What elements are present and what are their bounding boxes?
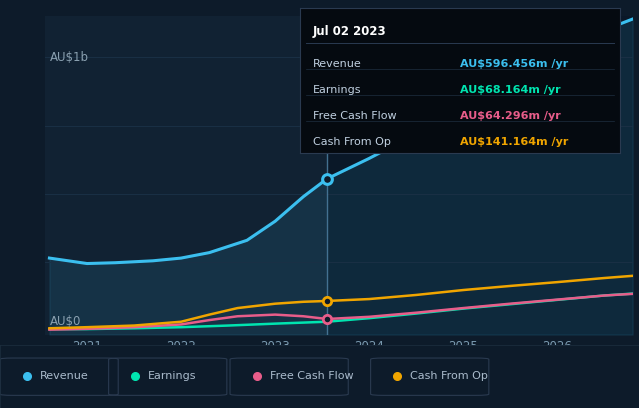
- Text: AU$596.456m /yr: AU$596.456m /yr: [460, 59, 568, 69]
- Text: Cash From Op: Cash From Op: [313, 137, 390, 147]
- Text: Analysts Forecasts: Analysts Forecasts: [336, 48, 446, 61]
- Text: Earnings: Earnings: [313, 85, 361, 95]
- Text: Free Cash Flow: Free Cash Flow: [313, 111, 396, 121]
- Text: AU$0: AU$0: [49, 315, 81, 328]
- Text: Jul 02 2023: Jul 02 2023: [313, 25, 387, 38]
- Text: AU$68.164m /yr: AU$68.164m /yr: [460, 85, 560, 95]
- Text: Revenue: Revenue: [40, 371, 88, 381]
- Text: Past: Past: [298, 48, 323, 61]
- Bar: [45, 16, 327, 335]
- Text: Earnings: Earnings: [148, 371, 197, 381]
- Bar: [327, 16, 633, 335]
- Text: AU$1b: AU$1b: [49, 51, 88, 64]
- Text: Cash From Op: Cash From Op: [410, 371, 488, 381]
- Text: Revenue: Revenue: [313, 59, 362, 69]
- Text: AU$141.164m /yr: AU$141.164m /yr: [460, 137, 568, 147]
- Text: Free Cash Flow: Free Cash Flow: [270, 371, 353, 381]
- Text: AU$64.296m /yr: AU$64.296m /yr: [460, 111, 561, 121]
